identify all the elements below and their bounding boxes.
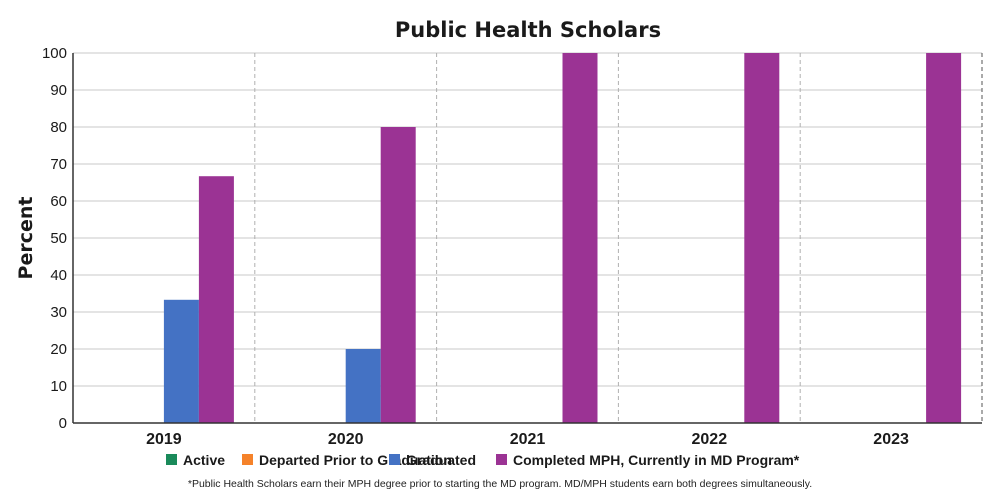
bar-2023-series-3 — [926, 53, 962, 423]
axes — [72, 53, 982, 424]
x-tick-label: 2022 — [692, 431, 728, 448]
bars — [163, 53, 962, 423]
y-tick-label: 60 — [50, 193, 67, 210]
bar-2020-series-3 — [380, 127, 416, 423]
y-tick-label: 100 — [42, 45, 67, 62]
y-tick-label: 90 — [50, 82, 67, 99]
y-tick-label: 70 — [50, 156, 67, 173]
y-tick-label: 30 — [50, 304, 67, 321]
footnote: *Public Health Scholars earn their MPH d… — [188, 478, 812, 490]
x-tick-label: 2020 — [328, 431, 364, 448]
legend-label: Departed Prior to Graduation — [259, 452, 452, 468]
y-axis-ticks: 0 10 20 30 40 50 60 70 80 90 100 — [42, 45, 67, 432]
y-tick-label: 50 — [50, 230, 67, 247]
legend-label: Active — [183, 452, 225, 468]
y-tick-label: 80 — [50, 119, 67, 136]
bar-2020-series-2 — [345, 349, 381, 423]
y-tick-label: 20 — [50, 341, 67, 358]
bar-2021-series-3 — [562, 53, 598, 423]
legend-label: Completed MPH, Currently in MD Program* — [513, 452, 800, 468]
x-tick-label: 2023 — [873, 431, 909, 448]
y-tick-label: 0 — [59, 415, 67, 432]
category-separators — [254, 53, 983, 423]
legend-swatch — [242, 454, 253, 465]
legend-label: Graduated — [406, 452, 476, 468]
y-tick-label: 10 — [50, 378, 67, 395]
y-tick-label: 40 — [50, 267, 67, 284]
legend-swatch — [389, 454, 400, 465]
y-axis-label: Percent — [15, 197, 37, 280]
x-tick-label: 2019 — [146, 431, 182, 448]
x-tick-label: 2021 — [510, 431, 546, 448]
x-axis-ticks: 2019 2020 2021 2022 2023 — [146, 431, 909, 448]
legend-swatch — [166, 454, 177, 465]
bar-2019-series-2 — [163, 299, 199, 423]
bar-2019-series-3 — [198, 176, 234, 423]
legend: Active Departed Prior to GraduationGradua… — [166, 452, 800, 468]
bar-2022-series-3 — [744, 53, 780, 423]
chart-title: Public Health Scholars — [395, 18, 661, 42]
legend-swatch — [496, 454, 507, 465]
